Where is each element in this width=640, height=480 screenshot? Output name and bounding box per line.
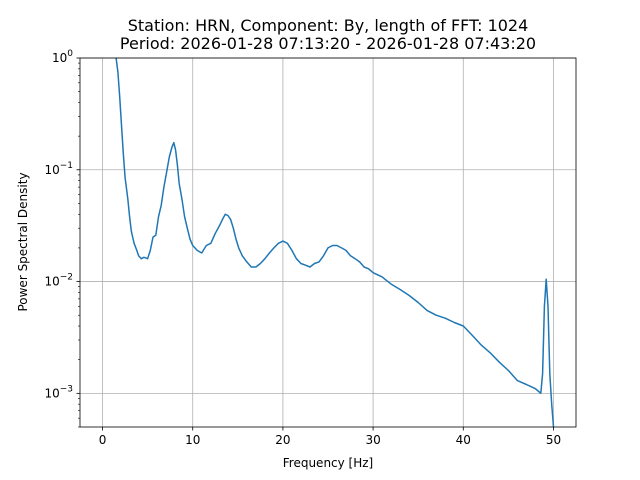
y-tick-label: 10−2 bbox=[44, 273, 73, 289]
x-tick-label: 40 bbox=[456, 433, 471, 447]
chart-subtitle: Period: 2026-01-28 07:13:20 - 2026-01-28… bbox=[120, 34, 536, 53]
y-tick-label: 10−1 bbox=[44, 161, 73, 177]
x-axis-label: Frequency [Hz] bbox=[283, 456, 374, 470]
x-axis-ticks: 0 10 20 30 40 50 bbox=[99, 427, 561, 447]
y-axis-ticks: 10−3 10−2 10−1 100 bbox=[44, 49, 80, 400]
y-tick-label: 100 bbox=[52, 49, 73, 65]
y-tick-label: 10−3 bbox=[44, 384, 73, 400]
psd-series-line bbox=[115, 57, 555, 428]
y-axis-label: Power Spectral Density bbox=[16, 172, 30, 311]
x-tick-label: 0 bbox=[99, 433, 107, 447]
x-tick-label: 20 bbox=[275, 433, 290, 447]
x-tick-label: 10 bbox=[185, 433, 200, 447]
plot-area-frame bbox=[79, 57, 577, 428]
chart-title: Station: HRN, Component: By, length of F… bbox=[128, 16, 529, 35]
x-tick-label: 50 bbox=[546, 433, 561, 447]
series-layer bbox=[115, 57, 555, 428]
x-tick-label: 30 bbox=[365, 433, 380, 447]
